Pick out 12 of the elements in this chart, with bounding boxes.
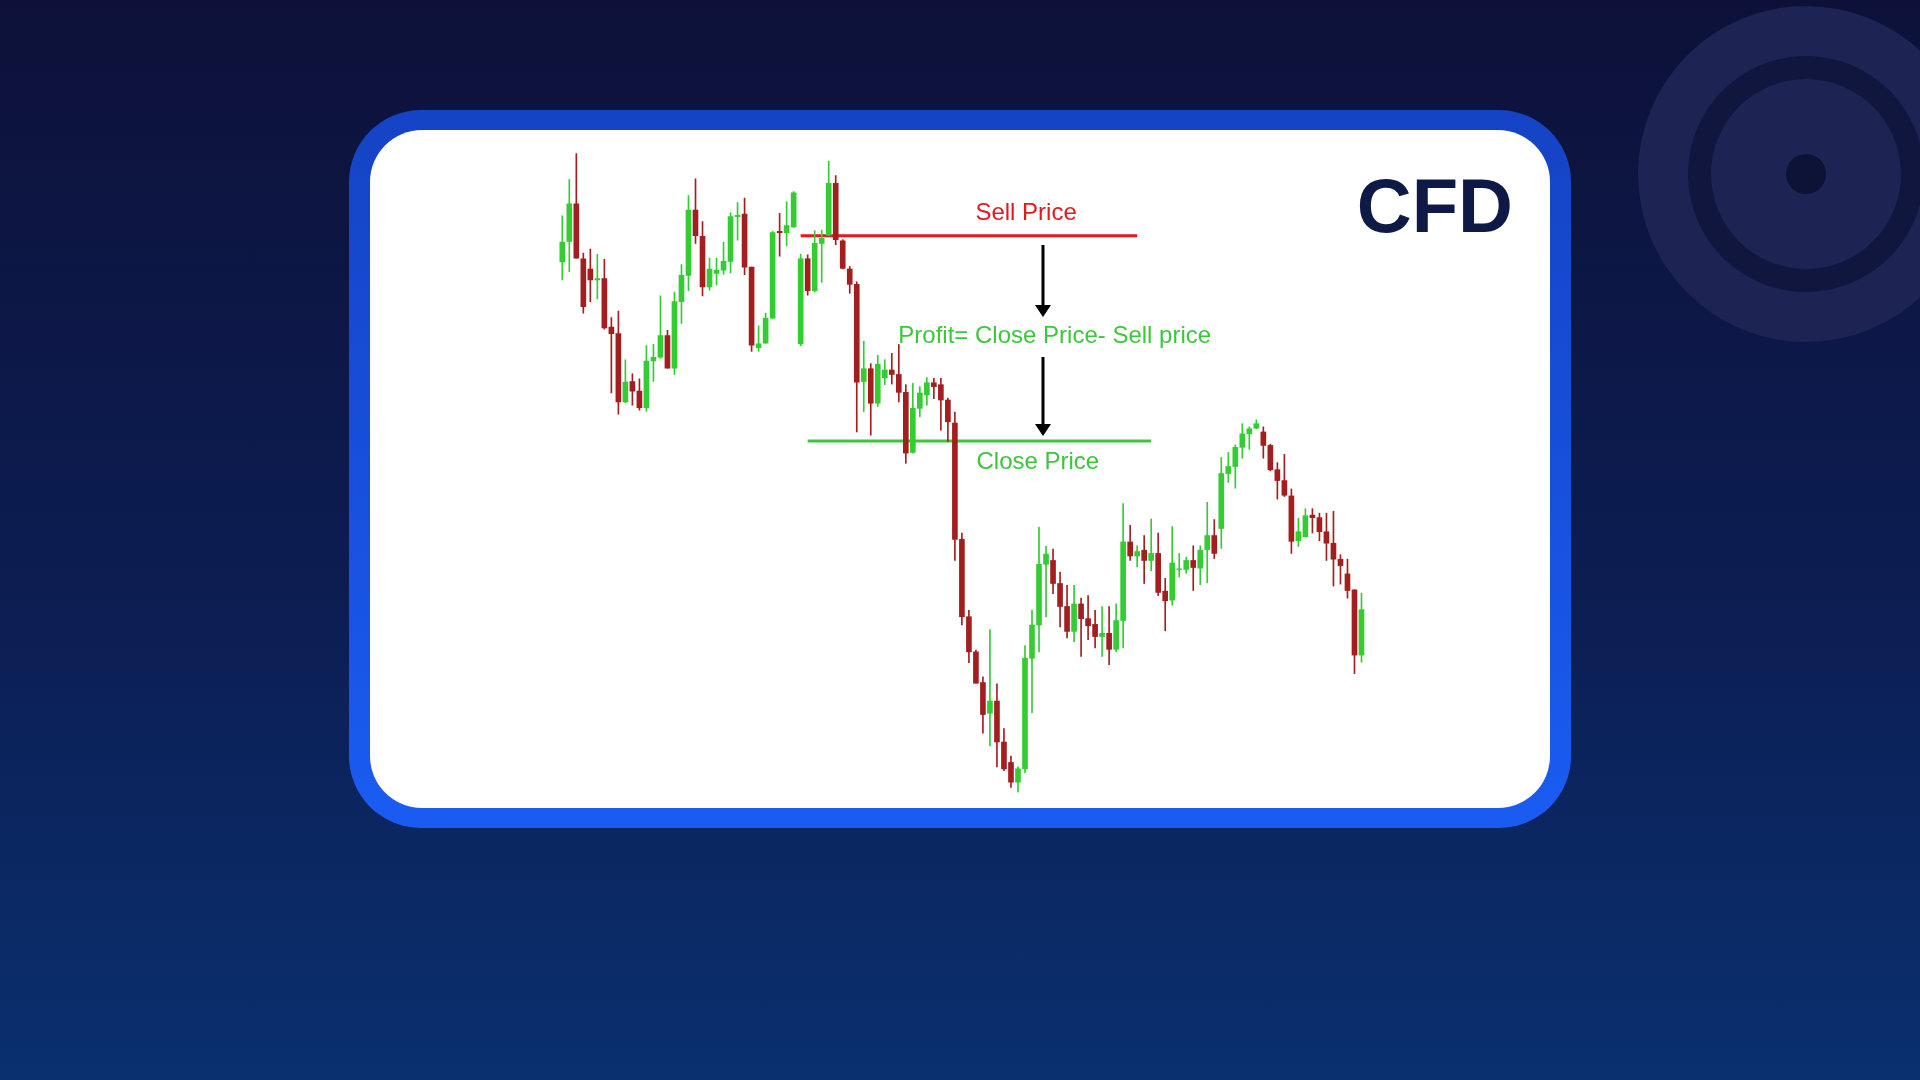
candlestick <box>1204 501 1211 584</box>
series-label: Sell Price <box>975 197 1077 225</box>
series-label: Close Price <box>976 446 1100 474</box>
annotation: Profit= Close Price- Sell price <box>898 321 1212 349</box>
candlestick <box>1148 518 1155 572</box>
candlestick <box>1190 545 1197 591</box>
candlestick <box>1134 545 1140 568</box>
candlestick <box>1099 606 1105 657</box>
candlestick <box>987 629 993 747</box>
candlestick <box>1141 535 1147 584</box>
candlestick <box>860 340 867 412</box>
chart-title: CFD <box>1356 163 1513 248</box>
